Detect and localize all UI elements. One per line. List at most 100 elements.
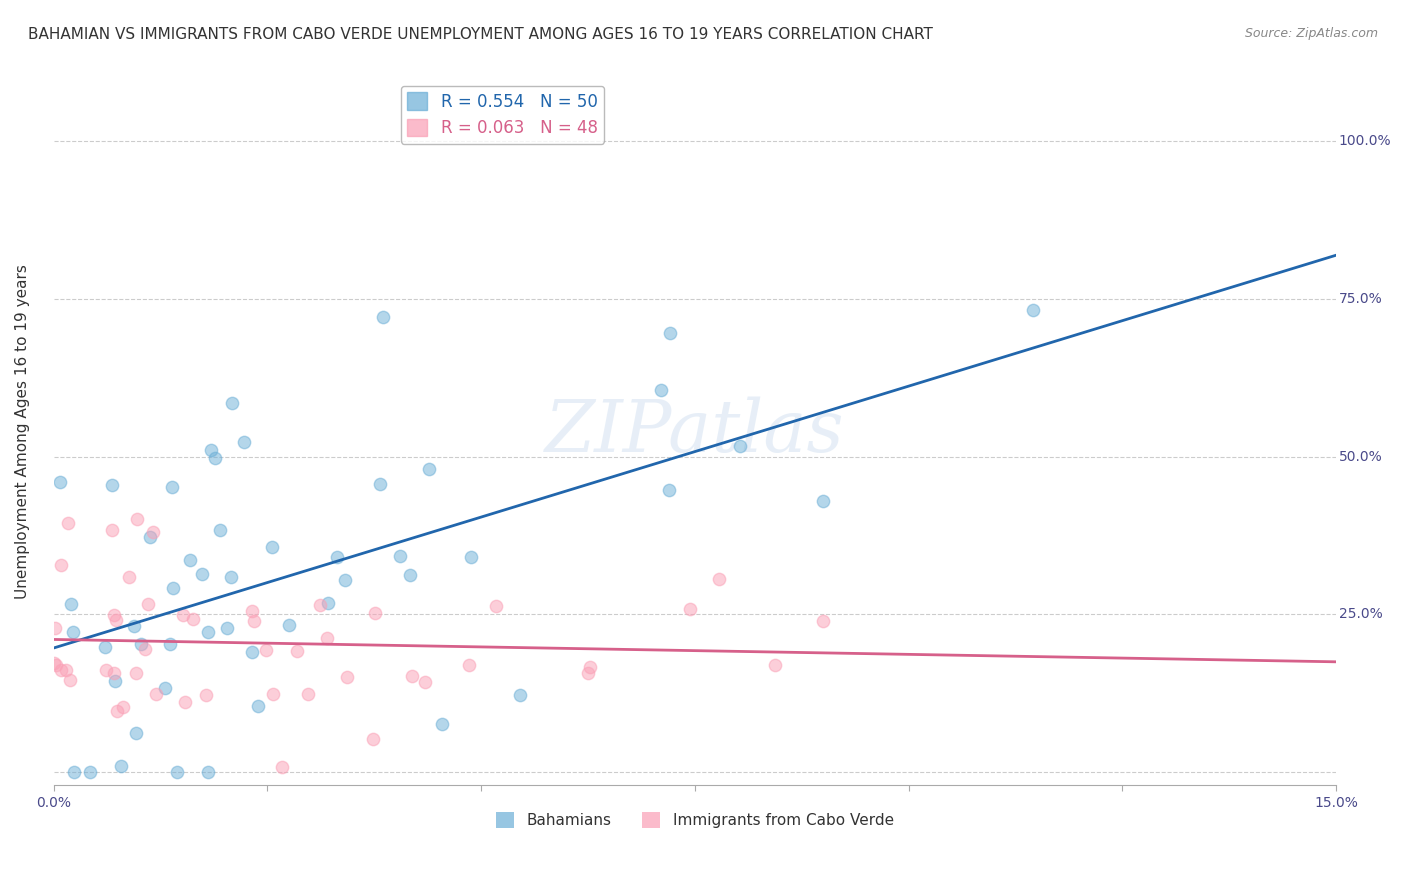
Point	[173, 694, 195, 708]
Text: BAHAMIAN VS IMMIGRANTS FROM CABO VERDE UNEMPLOYMENT AMONG AGES 16 TO 19 YEARS CO: BAHAMIAN VS IMMIGRANTS FROM CABO VERDE U…	[28, 27, 934, 42]
Point	[326, 550, 349, 565]
Point	[460, 549, 482, 564]
Point	[45, 657, 67, 672]
Point	[262, 687, 284, 701]
Point	[243, 614, 266, 628]
Point	[658, 483, 681, 498]
Point	[418, 462, 440, 476]
Point	[254, 642, 277, 657]
Point	[93, 640, 115, 655]
Text: ZIPatlas: ZIPatlas	[546, 396, 845, 467]
Point	[145, 687, 167, 701]
Point	[159, 638, 181, 652]
Point	[51, 663, 73, 677]
Point	[679, 602, 702, 616]
Point	[134, 641, 156, 656]
Point	[129, 637, 152, 651]
Point	[94, 663, 117, 677]
Point	[728, 438, 751, 452]
Point	[60, 598, 83, 612]
Point	[309, 598, 332, 612]
Point	[42, 657, 65, 671]
Point	[1021, 302, 1043, 317]
Point	[297, 687, 319, 701]
Point	[368, 477, 391, 491]
Point	[101, 478, 124, 492]
Point	[389, 549, 412, 563]
Text: 100.0%: 100.0%	[1339, 134, 1392, 147]
Point	[316, 632, 339, 646]
Point	[709, 572, 731, 586]
Point	[246, 698, 269, 713]
Point	[110, 759, 132, 773]
Point	[763, 657, 786, 672]
Point	[62, 624, 84, 639]
Point	[183, 612, 205, 626]
Point	[285, 643, 308, 657]
Point	[659, 326, 682, 340]
Point	[59, 673, 82, 688]
Point	[401, 669, 423, 683]
Point	[278, 618, 301, 632]
Point	[221, 570, 243, 584]
Point	[162, 582, 184, 596]
Point	[63, 765, 86, 780]
Point	[125, 725, 148, 739]
Point	[578, 660, 600, 674]
Point	[373, 310, 395, 324]
Point	[271, 760, 294, 774]
Text: 25.0%: 25.0%	[1339, 607, 1382, 622]
Point	[55, 663, 77, 677]
Text: 50.0%: 50.0%	[1339, 450, 1382, 464]
Point	[650, 383, 672, 397]
Point	[209, 524, 232, 538]
Point	[458, 658, 481, 673]
Point	[155, 681, 177, 695]
Point	[179, 553, 201, 567]
Text: 75.0%: 75.0%	[1339, 292, 1382, 306]
Point	[139, 530, 162, 544]
Point	[127, 512, 149, 526]
Point	[166, 765, 188, 780]
Point	[361, 732, 384, 747]
Point	[215, 621, 238, 635]
Point	[430, 716, 453, 731]
Point	[398, 567, 420, 582]
Point	[122, 618, 145, 632]
Point	[811, 494, 834, 508]
Point	[49, 558, 72, 572]
Point	[104, 674, 127, 689]
Point	[44, 621, 66, 635]
Point	[111, 700, 134, 714]
Text: Source: ZipAtlas.com: Source: ZipAtlas.com	[1244, 27, 1378, 40]
Point	[240, 604, 263, 618]
Point	[318, 596, 340, 610]
Point	[415, 675, 437, 690]
Point	[811, 615, 834, 629]
Point	[105, 704, 128, 718]
Point	[576, 666, 599, 681]
Point	[142, 524, 165, 539]
Point	[485, 599, 508, 613]
Point	[118, 570, 141, 584]
Point	[100, 523, 122, 537]
Point	[364, 606, 387, 620]
Point	[172, 608, 194, 623]
Point	[190, 566, 212, 581]
Point	[197, 625, 219, 640]
Point	[103, 665, 125, 680]
Point	[335, 573, 357, 587]
Y-axis label: Unemployment Among Ages 16 to 19 years: Unemployment Among Ages 16 to 19 years	[15, 264, 30, 599]
Point	[232, 435, 254, 450]
Point	[56, 516, 79, 530]
Point	[200, 442, 222, 457]
Point	[79, 765, 101, 780]
Point	[103, 607, 125, 622]
Point	[204, 450, 226, 465]
Point	[260, 540, 283, 554]
Point	[221, 395, 243, 409]
Point	[509, 688, 531, 702]
Point	[125, 665, 148, 680]
Point	[197, 765, 219, 780]
Legend: Bahamians, Immigrants from Cabo Verde: Bahamians, Immigrants from Cabo Verde	[489, 805, 900, 834]
